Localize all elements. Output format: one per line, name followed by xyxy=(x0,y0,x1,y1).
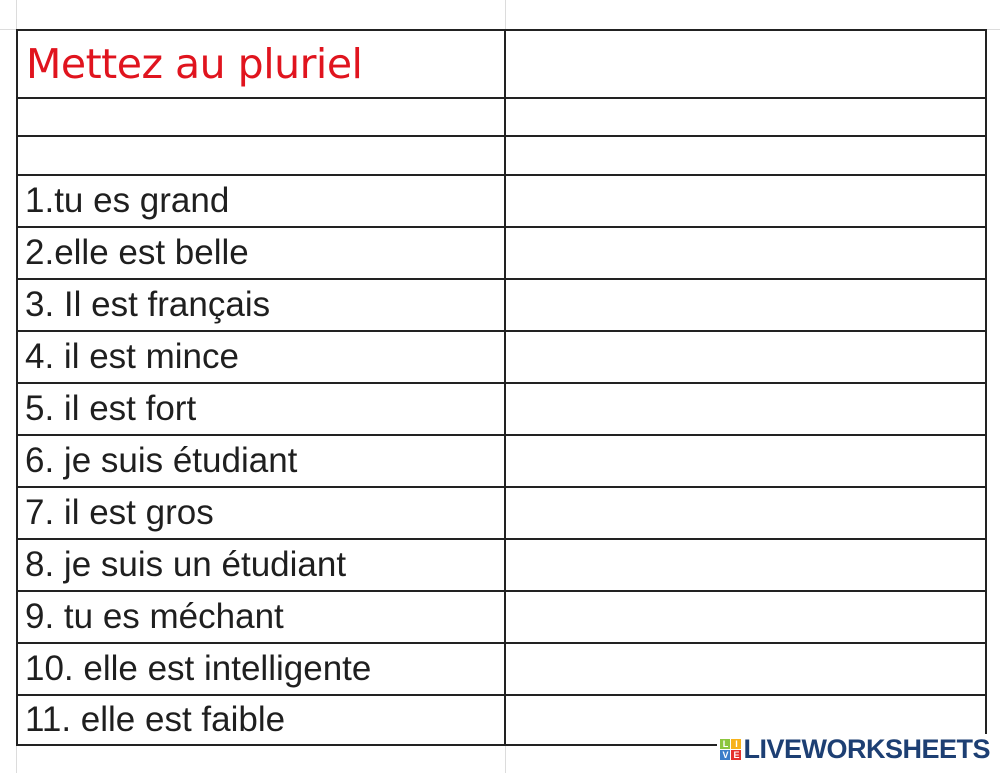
exercise-row: 4. il est mince xyxy=(18,332,985,384)
exercise-row: 8. je suis un étudiant xyxy=(18,540,985,592)
exercise-row: 10. elle est intelligente xyxy=(18,644,985,696)
exercise-row: 9. tu es méchant xyxy=(18,592,985,644)
answer-cell[interactable] xyxy=(506,137,985,174)
exercise-prompt: 6. je suis étudiant xyxy=(18,436,506,486)
exercise-prompt: 4. il est mince xyxy=(18,332,506,382)
exercise-prompt: 10. elle est intelligente xyxy=(18,644,506,694)
exercise-row: 7. il est gros xyxy=(18,488,985,540)
exercise-prompt: 11. elle est faible xyxy=(18,696,506,744)
exercise-row: 5. il est fort xyxy=(18,384,985,436)
exercise-row: 2.elle est belle xyxy=(18,228,985,280)
exercise-row: 6. je suis étudiant xyxy=(18,436,985,488)
exercise-prompt: 9. tu es méchant xyxy=(18,592,506,642)
exercise-row: 1.tu es grand xyxy=(18,176,985,228)
answer-cell[interactable] xyxy=(506,488,985,538)
empty-cell xyxy=(18,137,506,174)
logo-text: LIVEWORKSHEETS xyxy=(743,734,990,764)
answer-cell[interactable] xyxy=(506,176,985,226)
exercise-prompt: 8. je suis un étudiant xyxy=(18,540,506,590)
exercise-prompt: 2.elle est belle xyxy=(18,228,506,278)
answer-cell[interactable] xyxy=(506,592,985,642)
answer-cell[interactable] xyxy=(506,644,985,694)
title-row: Mettez au pluriel xyxy=(18,31,985,99)
exercise-prompt: 5. il est fort xyxy=(18,384,506,434)
badge-letter: I xyxy=(731,739,742,749)
exercise-prompt: 1.tu es grand xyxy=(18,176,506,226)
answer-cell[interactable] xyxy=(506,540,985,590)
answer-cell[interactable] xyxy=(506,384,985,434)
exercise-row: 11. elle est faible xyxy=(18,696,985,744)
worksheet-table: Mettez au pluriel 1.tu es grand 2.elle es… xyxy=(16,29,987,746)
empty-row xyxy=(18,99,985,137)
answer-cell[interactable] xyxy=(506,280,985,330)
empty-cell xyxy=(18,99,506,135)
exercise-prompt: 3. Il est français xyxy=(18,280,506,330)
worksheet-title: Mettez au pluriel xyxy=(18,31,506,97)
badge-letter: V xyxy=(720,750,731,760)
exercise-prompt: 7. il est gros xyxy=(18,488,506,538)
answer-cell[interactable] xyxy=(506,436,985,486)
empty-row xyxy=(18,137,985,176)
exercise-row: 3. Il est français xyxy=(18,280,985,332)
answer-cell[interactable] xyxy=(506,228,985,278)
answer-cell[interactable] xyxy=(506,332,985,382)
answer-cell[interactable] xyxy=(506,99,985,135)
badge-letter: L xyxy=(720,739,731,749)
badge-letter: E xyxy=(731,750,742,760)
answer-cell[interactable] xyxy=(506,31,985,97)
